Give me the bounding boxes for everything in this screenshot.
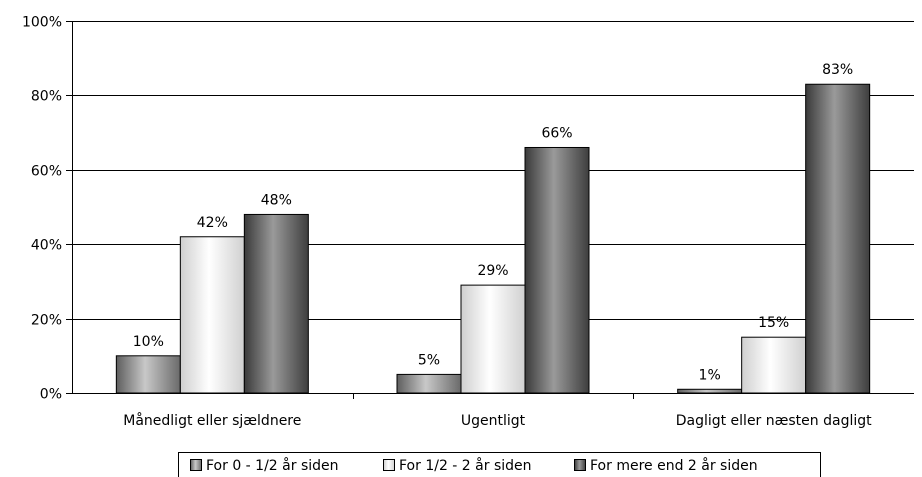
labels: 0% 20% 40% 60% 80% 100% Månedligt eller sjældn… [22,15,872,430]
bar-2-1 [179,236,245,394]
data-label: 48% [261,192,292,208]
legend-swatch-1 [190,459,202,471]
legend-label-2: For 1/2 - 2 år siden [399,457,532,474]
bar-2-3 [741,336,807,394]
x-tick-label: Dagligt eller næsten dagligt [676,413,872,429]
data-label: 1% [699,367,721,383]
bar-3-1 [243,213,309,394]
axes [66,21,914,399]
data-label: 83% [822,62,853,78]
data-label: 66% [541,125,572,141]
data-label: 15% [758,315,789,331]
y-tick-label: 40% [31,238,62,254]
data-label: 10% [133,334,164,350]
bar-3-3 [805,83,871,394]
data-label: 42% [197,215,228,231]
bar-2-2 [460,284,526,394]
y-tick-label: 100% [22,15,62,31]
legend-box [178,452,821,477]
x-tick-label: Ugentligt [461,413,526,429]
data-label: 29% [477,263,508,279]
x-tick-label: Månedligt eller sjældnere [123,412,301,429]
legend-label-1: For 0 - 1/2 år siden [206,457,339,474]
legend-label-3: For mere end 2 år siden [590,457,758,474]
y-tick-label: 80% [31,89,62,105]
bars [115,83,871,394]
y-tick-label: 20% [31,313,62,329]
legend-swatch-3 [574,459,586,471]
legend: For 0 - 1/2 år siden For 1/2 - 2 år siden… [178,452,821,477]
bar-1-2 [396,373,462,394]
y-tick-label: 0% [40,387,62,403]
bar-1-1 [115,355,181,394]
legend-swatch-2 [383,459,395,471]
y-tick-label: 60% [31,164,62,180]
bar-1-3 [677,388,743,394]
data-label: 5% [418,352,440,368]
bar-3-2 [524,146,590,394]
